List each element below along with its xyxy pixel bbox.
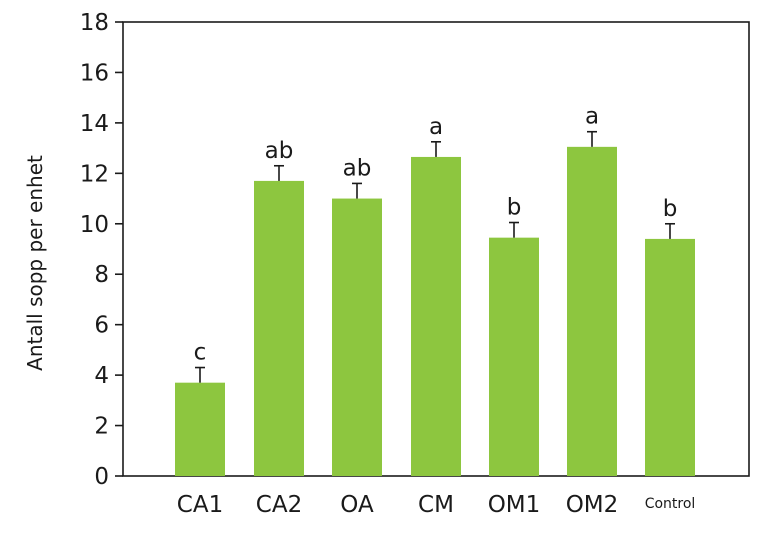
bars-group	[175, 146, 695, 477]
y-tick-label: 6	[94, 313, 109, 339]
bar	[175, 382, 225, 476]
y-tick-label: 16	[80, 60, 109, 86]
y-axis-ticks: 0 2 4 6 8 10 12 14 16 18	[80, 10, 123, 490]
y-tick-label: 14	[80, 111, 109, 137]
bar	[411, 156, 461, 476]
significance-label: b	[663, 196, 678, 222]
y-tick-label: 0	[94, 464, 109, 490]
bar	[489, 237, 539, 476]
y-tick-label: 18	[80, 10, 109, 36]
bar	[645, 238, 695, 476]
significance-label: c	[194, 340, 207, 366]
x-category-label: CM	[418, 492, 454, 518]
y-tick-label: 2	[94, 414, 109, 440]
x-category-label: Control	[645, 496, 696, 512]
error-bars-group	[195, 130, 675, 383]
y-axis-title: Antall sopp per enhet	[23, 155, 47, 371]
x-axis-labels: CA1 CA2 OA CM OM1 OM2 Control	[177, 492, 696, 518]
y-tick-label: 12	[80, 161, 109, 187]
significance-label: a	[429, 114, 443, 140]
x-category-label: OM2	[566, 492, 619, 518]
x-category-label: CA2	[256, 492, 302, 518]
significance-label: a	[585, 104, 599, 130]
bar	[567, 146, 617, 476]
x-category-label: OA	[340, 492, 374, 518]
bar	[332, 198, 382, 477]
bar	[254, 180, 304, 476]
y-tick-label: 8	[94, 262, 109, 288]
y-tick-label: 4	[94, 363, 109, 389]
significance-label: ab	[343, 155, 372, 181]
significance-label: b	[507, 195, 522, 221]
x-category-label: CA1	[177, 492, 223, 518]
y-tick-label: 10	[80, 212, 109, 238]
significance-label: ab	[265, 138, 294, 164]
x-category-label: OM1	[488, 492, 541, 518]
